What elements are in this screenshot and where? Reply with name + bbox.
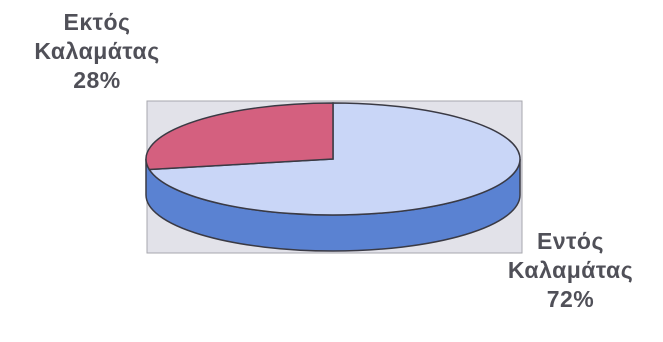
slice-value-inside: 72%: [546, 286, 595, 312]
slice-value-outside: 28%: [73, 67, 121, 93]
slice-label-outside-line2: Καλαμάτας: [34, 38, 160, 64]
slice-label-outside-line1: Εκτός: [63, 9, 131, 35]
pie-slice-inside: [147, 102, 521, 216]
pie-slice-outside: [145, 102, 334, 171]
slice-label-inside-line1: Εντός: [537, 228, 604, 254]
slice-label-inside: Εντός Καλαμάτας 72%: [478, 227, 663, 314]
slice-label-inside-line2: Καλαμάτας: [507, 257, 634, 283]
slice-label-outside: Εκτός Καλαμάτας 28%: [8, 8, 186, 95]
